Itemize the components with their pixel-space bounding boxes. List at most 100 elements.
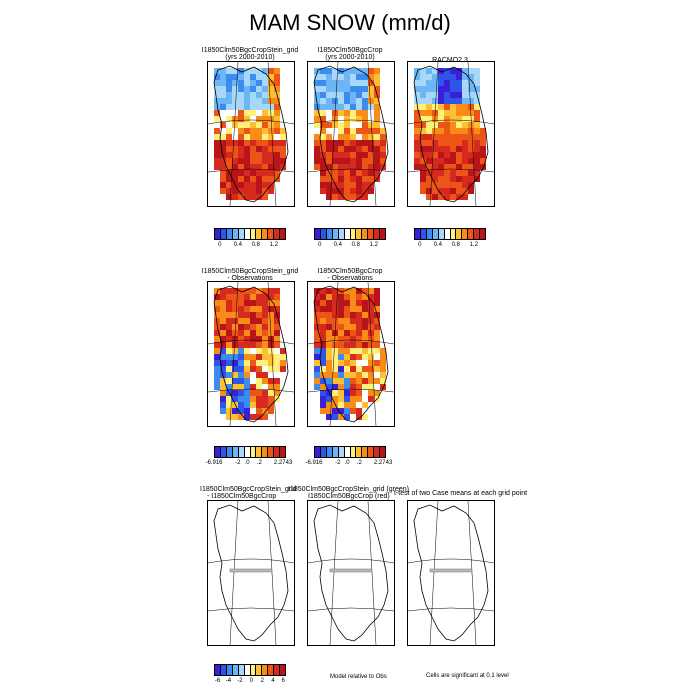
panel-title-line2: - I1850Clm50BgcCrop	[207, 493, 277, 500]
colorbar-swatch	[426, 229, 433, 239]
colorbar-swatch	[262, 447, 269, 457]
graticule	[308, 62, 394, 206]
tick: 1.2	[469, 242, 478, 248]
panel-title-r1c3: RACMO2.3	[390, 57, 510, 64]
panel-title-line2: - Observations	[327, 275, 373, 282]
panel-title-line1: I1850Clm50BgcCropStein_grid	[200, 486, 297, 493]
tick: 0.8	[251, 242, 260, 248]
coastline	[313, 65, 389, 203]
panel-title-r2c1: I1850Clm50BgcCropStein_grid - Observatio…	[190, 268, 310, 282]
colorbar-swatches	[314, 228, 386, 240]
colorbar-swatch	[356, 447, 363, 457]
colorbar-swatch	[415, 229, 421, 239]
colorbar-swatch	[380, 229, 386, 239]
graticule	[208, 62, 294, 206]
panel-title-line2: (yrs 2000-2010)	[225, 54, 275, 61]
colorbar-swatch	[232, 665, 239, 675]
tick: -2	[235, 460, 241, 466]
colorbar-swatch	[226, 229, 233, 239]
colorbar-r3c1: -6 -4 -2 0 2 4 6	[214, 664, 286, 684]
colorbar-swatch	[256, 665, 263, 675]
colorbar-swatch	[315, 229, 321, 239]
colorbar-swatch	[280, 229, 286, 239]
page-title: MAM SNOW (mm/d)	[249, 10, 451, 35]
colorbar-swatches	[214, 228, 286, 240]
colorbar-swatch	[480, 229, 486, 239]
colorbar-swatch	[238, 665, 245, 675]
panel-title-line2: - Observations	[227, 275, 273, 282]
tick: 0	[418, 242, 422, 248]
grid-cells	[314, 288, 386, 420]
colorbar-swatch	[274, 229, 281, 239]
graticule	[308, 501, 394, 645]
graticule	[208, 501, 294, 645]
colorbar-swatch	[244, 447, 251, 457]
colorbar-swatch	[232, 229, 239, 239]
tick: -6.916	[205, 460, 223, 466]
grid-cells	[214, 68, 286, 200]
colorbar-swatch	[244, 229, 251, 239]
colorbar-swatch	[238, 229, 245, 239]
colorbar-swatch	[374, 229, 381, 239]
colorbar-swatch	[220, 229, 227, 239]
grid-cells	[214, 288, 286, 420]
colorbar-swatch	[274, 665, 281, 675]
colorbar-swatch	[368, 229, 375, 239]
panel-title-line1: I1850Clm50BgcCrop	[317, 47, 383, 54]
colorbar-swatch	[326, 447, 333, 457]
colorbar-swatch	[256, 229, 263, 239]
tick: 0	[218, 242, 222, 248]
panel-title-r1c1: I1850Clm50BgcCropStein_grid (yrs 2000-20…	[190, 47, 310, 61]
tick: 1.2	[269, 242, 278, 248]
colorbar-swatch	[350, 229, 357, 239]
colorbar-swatch	[262, 229, 269, 239]
colorbar-swatch	[338, 229, 345, 239]
colorbar-swatch	[374, 447, 381, 457]
colorbar-swatch	[250, 447, 257, 457]
panel-title-r1c2: I1850Clm50BgcCrop (yrs 2000-2010)	[290, 47, 410, 61]
colorbar-swatch	[462, 229, 469, 239]
tick: -2	[335, 460, 341, 466]
tick: 1.2	[369, 242, 378, 248]
coastline	[313, 285, 389, 423]
colorbar-swatch	[220, 447, 227, 457]
colorbar-swatch	[356, 229, 363, 239]
tick: 0.4	[433, 242, 442, 248]
colorbar-swatch	[468, 229, 475, 239]
tick: 0.8	[351, 242, 360, 248]
map-panel-r1c2	[307, 61, 395, 207]
colorbar-swatch	[250, 665, 257, 675]
colorbar-swatch	[250, 229, 257, 239]
colorbar-swatch	[320, 229, 327, 239]
colorbar-swatch	[338, 447, 345, 457]
map-panel-r1c1	[207, 61, 295, 207]
panel-title-r3c2: I1850Clm50BgcCropStein_grid (green) I185…	[288, 486, 409, 500]
panel-title-line2: (yrs 2000-2010)	[325, 54, 375, 61]
map-panel-r3c3	[407, 500, 495, 646]
tick: 4	[271, 678, 275, 684]
tick: -2	[237, 678, 243, 684]
colorbar-swatch	[344, 447, 351, 457]
colorbar-swatch	[280, 447, 286, 457]
tick: 0	[318, 242, 322, 248]
graticule	[308, 282, 394, 426]
colorbar-swatch	[350, 447, 357, 457]
colorbar-swatch	[474, 229, 481, 239]
graticule	[408, 62, 494, 206]
colorbar-swatch	[220, 665, 227, 675]
grid-cells	[314, 68, 386, 200]
panel-title-line1: I1850Clm50BgcCrop	[317, 268, 383, 275]
tick: .2	[356, 460, 362, 466]
tick: 0.8	[451, 242, 460, 248]
colorbar-r1c3: 0 0.4 0.8 1.2	[414, 228, 486, 248]
colorbar-swatch	[215, 447, 221, 457]
graticule	[408, 501, 494, 645]
grid-cells	[414, 68, 486, 200]
graticule	[208, 282, 294, 426]
tick: 0.4	[233, 242, 242, 248]
tick: 2.2743	[273, 460, 293, 466]
colorbar-swatch	[215, 665, 221, 675]
colorbar-swatch	[368, 447, 375, 457]
tick: -4	[225, 678, 232, 684]
map-panel-r3c2	[307, 500, 395, 646]
